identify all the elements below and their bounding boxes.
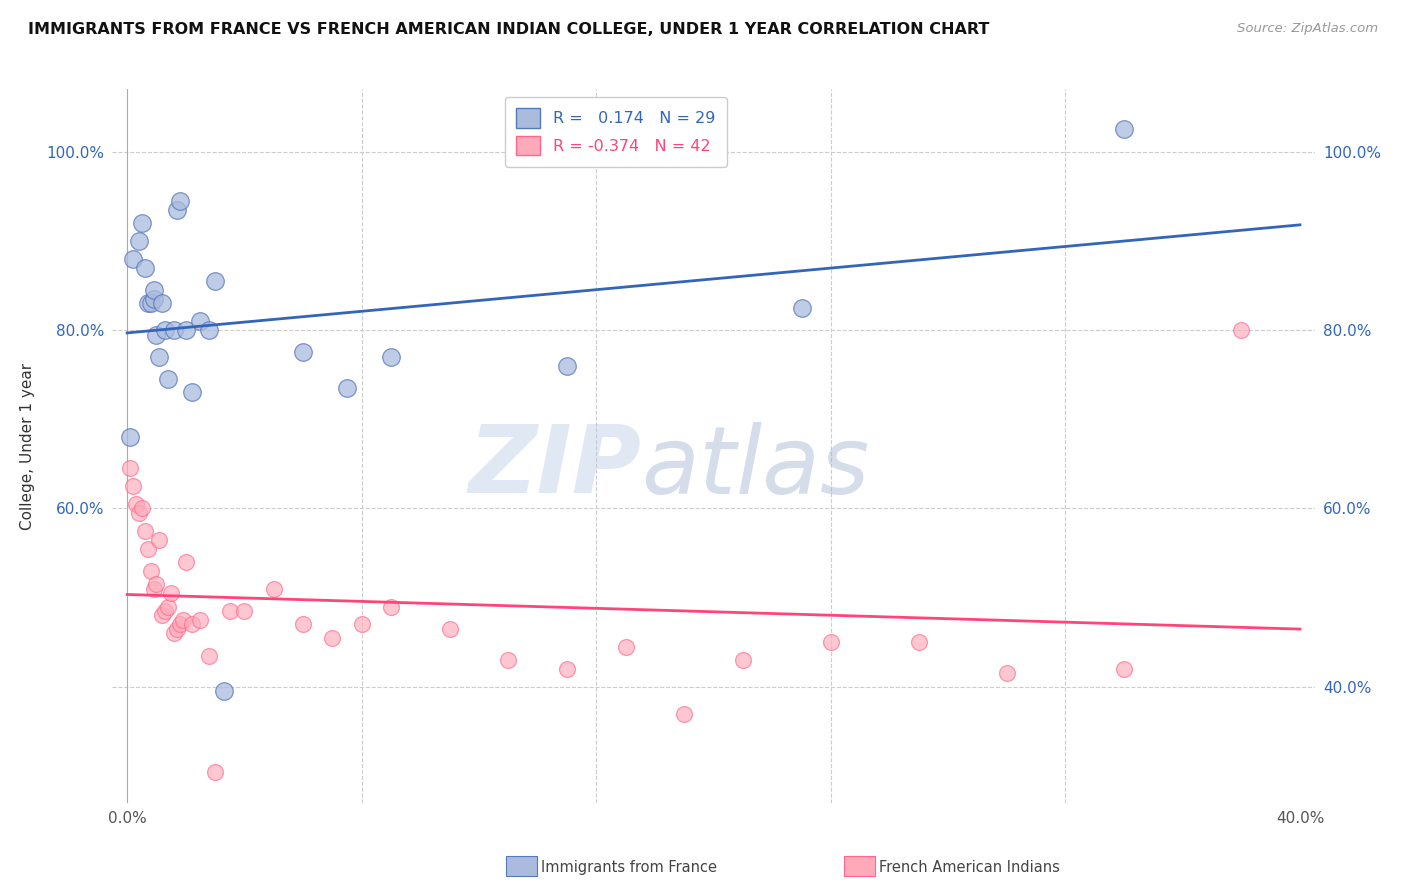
- Point: [155, 604, 177, 618]
- Text: Immigrants from France: Immigrants from France: [541, 860, 717, 874]
- Point: [336, 381, 359, 395]
- Point: [292, 617, 315, 632]
- Point: [190, 314, 212, 328]
- Point: [380, 350, 402, 364]
- Point: [163, 323, 186, 337]
- Point: [180, 385, 202, 400]
- Point: [498, 653, 520, 667]
- Point: [233, 604, 256, 618]
- Point: [166, 202, 188, 217]
- Point: [120, 461, 142, 475]
- Point: [204, 764, 226, 779]
- Point: [350, 617, 373, 632]
- Point: [1230, 323, 1253, 337]
- Point: [172, 613, 194, 627]
- Point: [128, 234, 150, 248]
- Point: [125, 497, 148, 511]
- Point: [128, 506, 150, 520]
- Point: [180, 617, 202, 632]
- Point: [148, 350, 170, 364]
- Point: [122, 479, 145, 493]
- Point: [731, 653, 754, 667]
- Point: [555, 662, 578, 676]
- Y-axis label: College, Under 1 year: College, Under 1 year: [20, 362, 35, 530]
- Point: [204, 274, 226, 288]
- Point: [907, 635, 929, 649]
- Text: ZIP: ZIP: [468, 421, 641, 514]
- Point: [292, 345, 315, 359]
- Point: [150, 608, 173, 623]
- Point: [321, 631, 343, 645]
- Point: [134, 260, 156, 275]
- Point: [142, 283, 165, 297]
- Point: [190, 613, 212, 627]
- Point: [131, 501, 153, 516]
- Text: IMMIGRANTS FROM FRANCE VS FRENCH AMERICAN INDIAN COLLEGE, UNDER 1 YEAR CORRELATI: IMMIGRANTS FROM FRANCE VS FRENCH AMERICA…: [28, 22, 990, 37]
- Point: [160, 586, 183, 600]
- Point: [212, 684, 235, 698]
- Point: [995, 666, 1018, 681]
- Point: [142, 292, 165, 306]
- Point: [439, 622, 461, 636]
- Point: [145, 577, 167, 591]
- Point: [198, 323, 221, 337]
- Point: [120, 430, 142, 444]
- Point: [145, 327, 167, 342]
- Text: atlas: atlas: [641, 422, 870, 513]
- Point: [150, 296, 173, 310]
- Point: [166, 622, 188, 636]
- Point: [820, 635, 842, 649]
- Point: [163, 626, 186, 640]
- Point: [174, 555, 197, 569]
- Point: [139, 564, 162, 578]
- Point: [136, 296, 159, 310]
- Point: [131, 216, 153, 230]
- Point: [790, 301, 813, 315]
- Point: [136, 541, 159, 556]
- Point: [148, 533, 170, 547]
- Point: [134, 524, 156, 538]
- Point: [263, 582, 285, 596]
- Point: [218, 604, 240, 618]
- Point: [198, 648, 221, 663]
- Point: [555, 359, 578, 373]
- Point: [673, 706, 696, 721]
- Point: [139, 296, 162, 310]
- Point: [380, 599, 402, 614]
- Point: [122, 252, 145, 266]
- Point: [174, 323, 197, 337]
- Point: [169, 617, 191, 632]
- Point: [157, 372, 180, 386]
- Text: French American Indians: French American Indians: [879, 860, 1060, 874]
- Text: Source: ZipAtlas.com: Source: ZipAtlas.com: [1237, 22, 1378, 36]
- Point: [1112, 122, 1135, 136]
- Point: [157, 599, 180, 614]
- Point: [155, 323, 177, 337]
- Legend: R =   0.174   N = 29, R = -0.374   N = 42: R = 0.174 N = 29, R = -0.374 N = 42: [505, 97, 727, 167]
- Point: [142, 582, 165, 596]
- Point: [169, 194, 191, 208]
- Point: [1112, 662, 1135, 676]
- Point: [614, 640, 637, 654]
